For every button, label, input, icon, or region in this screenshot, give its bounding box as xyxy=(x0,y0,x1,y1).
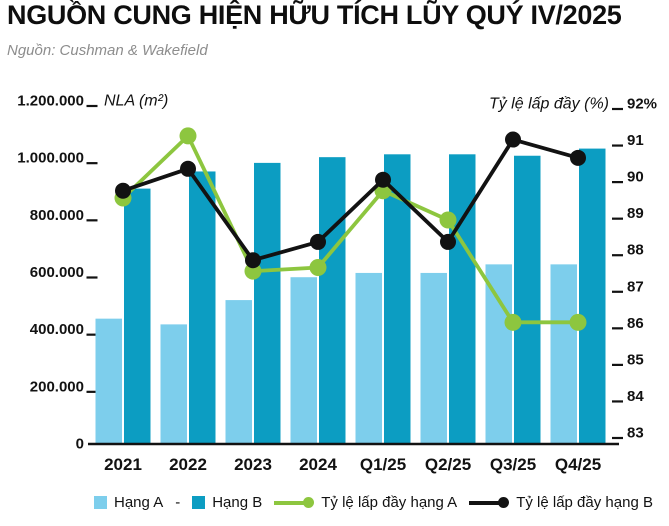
legend-swatch-hang-b xyxy=(192,496,206,509)
bar-hang-b-2024 xyxy=(319,157,346,443)
legend-swatch-hang-a xyxy=(94,496,107,509)
bar-hang-a-Q1/25 xyxy=(355,272,382,443)
left-axis-tick-label: 0 xyxy=(76,436,84,453)
occupancy-dot-hang-b-Q4/25 xyxy=(570,149,586,166)
source-caption: Nguồn: Cushman & Wakefield xyxy=(7,42,208,59)
occupancy-line-hang-b xyxy=(122,137,579,263)
left-axis-tick-label: 1.200.000 xyxy=(17,93,84,110)
bar-hang-a-2021 xyxy=(95,318,122,443)
right-axis-tick-label: 87 xyxy=(627,278,644,295)
right-axis-tick-label: 90 xyxy=(627,169,644,186)
x-axis-label-Q4/25: Q4/25 xyxy=(555,455,601,474)
right-axis-tick-label: 86 xyxy=(627,315,644,332)
left-axis-tick-label: 600.000 xyxy=(30,264,84,281)
bar-hang-a-Q2/25 xyxy=(420,272,447,443)
legend-item-occupancy-a: Tỷ lệ lấp đầy hạng A xyxy=(274,494,457,511)
right-axis-tick-label: 88 xyxy=(627,242,644,259)
legend-label-occupancy-a: Tỷ lệ lấp đầy hạng A xyxy=(321,494,458,511)
bar-hang-a-2024 xyxy=(290,277,317,443)
legend-item-hang-a: Hạng A xyxy=(94,494,163,511)
occupancy-dot-hang-b-2023 xyxy=(245,252,261,269)
occupancy-dot-hang-b-2021 xyxy=(115,182,131,199)
right-axis-tick-label: 89 xyxy=(627,205,644,222)
bar-hang-b-Q4/25 xyxy=(579,148,606,443)
bar-hang-b-2023 xyxy=(254,162,281,443)
right-axis-tick-label: 85 xyxy=(627,351,644,368)
legend-separator: - xyxy=(175,494,181,511)
occupancy-dot-hang-a-2024 xyxy=(309,259,327,276)
x-axis-label-Q3/25: Q3/25 xyxy=(490,455,536,474)
left-axis-tick-label: 800.000 xyxy=(30,207,84,224)
right-axis-tick-label: 92% xyxy=(627,96,657,113)
bar-hang-a-2022 xyxy=(160,324,187,443)
occupancy-dot-hang-b-Q1/25 xyxy=(375,171,391,188)
occupancy-line-hang-a xyxy=(121,132,578,325)
bar-hang-b-Q3/25 xyxy=(514,155,541,444)
legend-label-hang-b: Hạng B xyxy=(212,494,263,511)
left-axis-tick-label: 200.000 xyxy=(30,378,84,395)
right-axis-tick-label: 84 xyxy=(627,388,644,405)
left-axis-title: NLA (m²) xyxy=(104,93,168,110)
occupancy-dot-hang-b-2024 xyxy=(310,233,326,250)
occupancy-dot-hang-a-Q2/25 xyxy=(439,211,457,229)
page-title: NGUỒN CUNG HIỆN HỮU TÍCH LŨY QUÝ IV/2025 xyxy=(7,0,622,30)
x-axis-label-2022: 2022 xyxy=(169,455,207,474)
occupancy-dot-hang-a-Q4/25 xyxy=(569,313,587,331)
bar-hang-b-2021 xyxy=(124,188,151,443)
legend-label-occupancy-b: Tỷ lệ lấp đầy hạng B xyxy=(516,494,653,511)
left-axis-tick-label: 1.000.000 xyxy=(17,150,84,167)
right-axis-tick-label: 83 xyxy=(627,425,644,442)
chart-legend: Hạng A - Hạng B Tỷ lệ lấp đầy hạng A Tỷ … xyxy=(94,494,653,511)
occupancy-dot-hang-b-Q2/25 xyxy=(440,233,456,250)
right-axis-title: Tỷ lệ lấp đầy (%) xyxy=(489,96,609,113)
legend-item-occupancy-b: Tỷ lệ lấp đầy hạng B xyxy=(469,494,653,511)
legend-item-hang-b: Hạng B xyxy=(192,494,262,511)
bar-hang-a-2023 xyxy=(225,300,252,443)
x-axis-label-2021: 2021 xyxy=(104,455,142,474)
bar-hang-a-Q3/25 xyxy=(485,264,512,443)
x-axis-label-2024: 2024 xyxy=(299,455,337,474)
legend-line-hang-a xyxy=(274,497,315,509)
occupancy-dot-hang-b-Q3/25 xyxy=(505,131,521,148)
x-axis-label-Q1/25: Q1/25 xyxy=(360,455,406,474)
x-axis-label-Q2/25: Q2/25 xyxy=(425,455,471,474)
legend-label-hang-a: Hạng A xyxy=(114,494,164,511)
legend-line-hang-b xyxy=(469,497,510,509)
occupancy-dot-hang-a-Q3/25 xyxy=(504,313,522,331)
bar-hang-b-2022 xyxy=(189,171,216,444)
occupancy-dot-hang-a-2022 xyxy=(179,127,197,145)
occupancy-dot-hang-b-2022 xyxy=(180,160,196,177)
right-axis-tick-label: 91 xyxy=(627,132,644,149)
bar-hang-a-Q4/25 xyxy=(550,264,577,443)
bar-hang-b-Q2/25 xyxy=(449,154,476,443)
left-axis-tick-label: 400.000 xyxy=(30,321,84,338)
x-axis-label-2023: 2023 xyxy=(234,455,272,474)
